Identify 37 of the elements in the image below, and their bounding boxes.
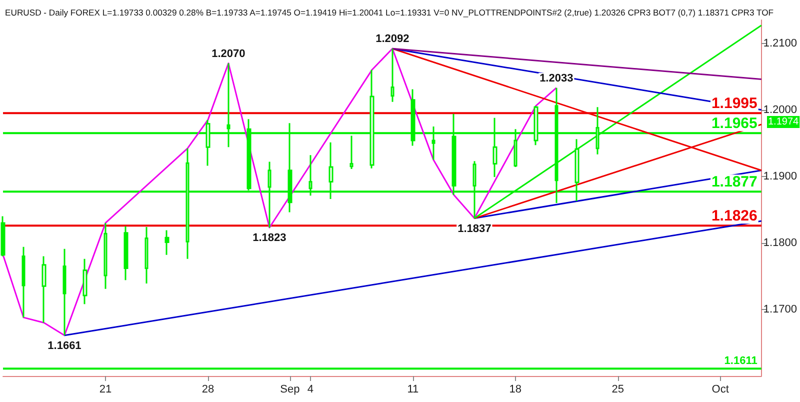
y-tick-label: 1.2100: [763, 37, 798, 50]
candlestick: [82, 258, 88, 305]
x-tick-label: 18: [509, 384, 522, 396]
x-tick-label: 25: [612, 384, 624, 396]
ref-line-label: 1.1965: [711, 115, 758, 132]
annotation: 1.2033: [540, 72, 574, 84]
candlestick: [62, 248, 66, 336]
y-tick-label: 1.1900: [763, 170, 798, 182]
ref-line-label: 1.1877: [711, 174, 758, 191]
x-tick-label: 11: [407, 384, 419, 396]
annotation: 1.1837: [458, 222, 492, 235]
y-tick-label: 1.1700: [763, 303, 798, 316]
x-tick-label: Oct: [712, 384, 729, 396]
candlestick: [164, 230, 170, 256]
ref-line-label: 1.1611: [724, 355, 758, 368]
annotation: 1.2070: [212, 48, 246, 60]
annotation: 1.2092: [376, 33, 410, 46]
candlestick: [22, 246, 26, 318]
candlestick: [42, 255, 46, 324]
candlestick: [350, 135, 354, 170]
candlestick: [390, 48, 394, 103]
x-tick-label: 28: [202, 384, 214, 396]
chart-title: EURUSD - Daily FOREX L=1.19733 0.00329 0.28% B=1.19733 A=1.19745 O=1.19419 Hi=1.20041 Lo=1.19331 V=0 NV_PLOTTRENDPOINTS#2 (2,true) 1.20326 CPR3 BOT7 (0,7) 1.18371 CPR3 TOF: [5, 8, 774, 18]
x-tick-label: 21: [99, 384, 112, 396]
x-tick-label: 4: [307, 384, 314, 396]
candlestick: [0, 216, 6, 257]
ref-line-label: 1.1995: [711, 95, 758, 112]
candlestick: [124, 226, 128, 281]
candlestick: [104, 222, 108, 290]
annotation: 1.1661: [48, 340, 82, 352]
x-tick-label: Sep: [280, 384, 300, 396]
y-tick-label: 1.2000: [763, 104, 798, 116]
y-tick-label: 1.1800: [763, 236, 798, 249]
annotation: 1.1823: [252, 232, 286, 244]
text: 1.1974: [768, 116, 800, 128]
ref-line-label: 1.1826: [711, 208, 758, 225]
candlestick: [144, 226, 148, 284]
